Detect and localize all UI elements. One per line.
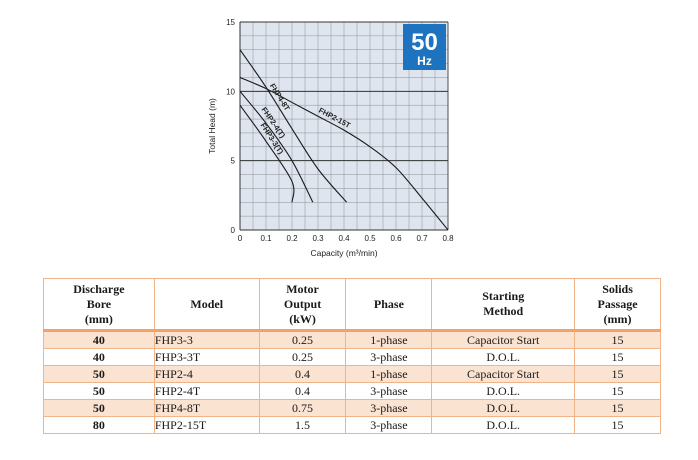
table-cell: 15 [574,399,661,417]
table-cell: 0.25 [258,348,347,366]
table-row: 40 FHP3-3T 0.25 3-phase D.O.L. 15 [43,348,661,366]
table-cell: D.O.L. [431,348,576,366]
badge-frequency-number: 50 [411,29,438,56]
table-cell: D.O.L. [431,382,576,400]
x-tick-label: 0.2 [286,234,298,243]
table-cell: 15 [574,348,661,366]
table-cell: 0.75 [258,399,347,417]
table-cell: 0.4 [258,365,347,383]
curve-fhp2-4-t- [239,90,314,203]
badge-frequency-unit: Hz [417,54,432,68]
table-cell: 0.25 [258,330,347,349]
table-row: 40 FHP3-3 0.25 1-phase Capacitor Start 15 [43,330,661,349]
table-cell: 1-phase [345,330,433,349]
table-cell: 50 [43,382,155,400]
grid-lines [239,21,449,231]
y-tick-label: 15 [226,18,235,27]
table-row: 50 FHP2-4T 0.4 3-phase D.O.L. 15 [43,382,661,400]
curve-fhp3-3-t- [239,104,295,203]
table-cell: 15 [574,330,661,349]
major-grid-lines [239,21,449,231]
table-cell: 0.4 [258,382,347,400]
table-cell: 50 [43,399,155,417]
x-tick-label: 0.3 [312,234,324,243]
table-cell: 1.5 [258,416,347,434]
x-tick-label: 0.4 [338,234,350,243]
table-cell: 3-phase [345,399,433,417]
table-cell: 3-phase [345,348,433,366]
table-header-row: Discharge Bore (mm) Model Motor Output (kW) Pha… [43,278,661,332]
table-row: 50 FHP4-8T 0.75 3-phase D.O.L. 15 [43,399,661,417]
table-cell: 3-phase [345,382,433,400]
frequency-badge: 50 Hz [403,24,446,70]
table-cell: Capacitor Start [431,365,576,383]
pump-curves [239,49,449,231]
table-cell: FHP3-3T [153,348,260,366]
y-tick-label: 5 [231,157,236,166]
table-cell: 3-phase [345,416,433,434]
y-axis-label: Total Head (m) [207,98,217,154]
x-tick-label: 0.5 [364,234,376,243]
table-cell: Capacitor Start [431,330,576,349]
table-cell: 15 [574,365,661,383]
x-axis-label: Capacity (m³/min) [310,248,377,258]
curve-fhp4-8t [239,49,348,203]
table-cell: FHP4-8T [153,399,260,417]
table-cell: FHP3-3 [153,330,260,349]
x-tick-label: 0 [238,234,243,243]
x-tick-label: 0.8 [442,234,454,243]
column-header: Starting Method [431,278,576,332]
table-body: 40 FHP3-3 0.25 1-phase Capacitor Start 15 40 FH… [43,330,661,434]
table-cell: 40 [43,348,155,366]
y-tick-label: 10 [226,87,235,96]
table-cell: 80 [43,416,155,434]
column-header: Motor Output (kW) [258,278,347,332]
table-cell: FHP2-4T [153,382,260,400]
x-tick-label: 0.6 [390,234,402,243]
curve-fhp2-15t [239,76,449,231]
table-cell: D.O.L. [431,399,576,417]
column-header: Solids Passage (mm) [574,278,661,332]
table-cell: 50 [43,365,155,383]
table-row: 50 FHP2-4 0.4 1-phase Capacitor Start 15 [43,365,661,383]
table-cell: 40 [43,330,155,349]
table-row: 80 FHP2-15T 1.5 3-phase D.O.L. 15 [43,416,661,434]
x-tick-label: 0.1 [260,234,272,243]
table-cell: FHP2-15T [153,416,260,434]
x-tick-labels: 0 0.1 0.2 0.3 0.4 0.5 0.6 0.7 0.8 [238,234,454,243]
column-header: Discharge Bore (mm) [43,278,155,332]
column-header: Model [153,278,260,332]
x-tick-label: 0.7 [416,234,428,243]
specification-table: Discharge Bore (mm) Model Motor Output (kW) Pha… [43,278,661,434]
table-cell: FHP2-4 [153,365,260,383]
table-cell: D.O.L. [431,416,576,434]
table-cell: 15 [574,382,661,400]
column-header: Phase [345,278,433,332]
y-tick-label: 0 [231,226,236,235]
table-cell: 1-phase [345,365,433,383]
y-tick-labels: 0 5 10 15 [226,18,235,235]
badge-background [403,24,446,70]
table-cell: 15 [574,416,661,434]
